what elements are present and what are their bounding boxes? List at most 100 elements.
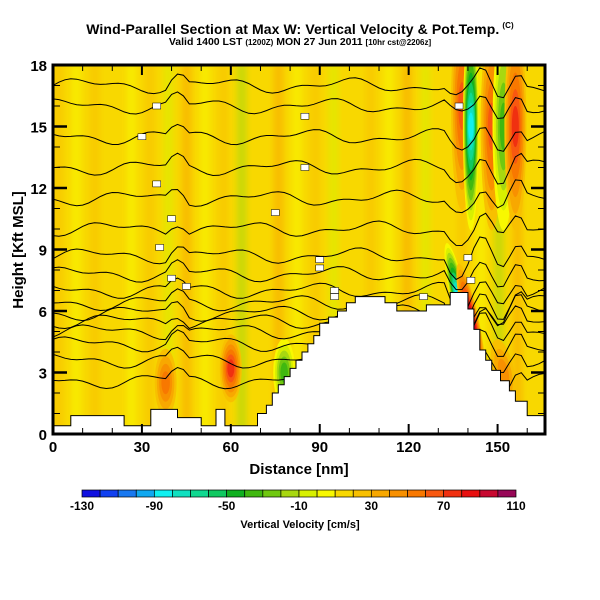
colorbar-segment [135, 489, 155, 498]
velocity-streak [236, 65, 247, 434]
contour-label-box [315, 264, 324, 272]
valid-time-utc: (1200Z) [245, 38, 274, 47]
colorbar-segment [226, 489, 246, 498]
contour-label-box [271, 209, 280, 216]
velocity-streak [457, 65, 468, 434]
colorbar-segment [479, 489, 499, 498]
x-tick-label: 0 [49, 439, 57, 456]
colorbar-segment [298, 489, 318, 498]
velocity-streak [328, 65, 339, 434]
colorbar-label: Vertical Velocity [cm/s] [240, 519, 360, 531]
x-tick-label: 120 [396, 439, 421, 456]
velocity-streak [291, 65, 302, 434]
colorbar-segment [443, 489, 463, 498]
y-tick-label: 12 [30, 181, 47, 198]
velocity-cell [468, 112, 474, 141]
contour-label-box [152, 180, 161, 188]
isentrope-line [53, 91, 545, 120]
colorbar-segment [461, 489, 481, 498]
x-tick-label: 150 [485, 439, 510, 456]
velocity-streak [438, 65, 449, 434]
contour-label-box [137, 133, 147, 140]
contour-label-box [152, 102, 161, 110]
isentrope-line [53, 212, 545, 247]
velocity-streak [402, 65, 413, 434]
y-axis-ticks: 0 3 6 9 12 15 18 [30, 58, 545, 444]
velocity-streak [126, 65, 137, 434]
colorbar-segment [153, 489, 173, 498]
valid-time-prefix: Valid 1400 LST [168, 36, 243, 48]
chart-title-text: Wind-Parallel Section at Max W: Vertical… [86, 21, 500, 37]
isentrope-line [53, 259, 545, 291]
colorbar-segment [370, 489, 390, 498]
colorbar-segment [497, 489, 517, 498]
colorbar-tick-label: -130 [70, 499, 94, 513]
velocity-streak [218, 65, 229, 434]
contour-label-box [466, 277, 476, 284]
colorbar-segment [81, 489, 101, 498]
isentrope-line [53, 152, 545, 185]
y-tick-label: 0 [39, 427, 47, 444]
contour-label-box [182, 283, 191, 290]
contour-label-box [300, 164, 310, 171]
colorbar-tick-label: -50 [218, 499, 236, 513]
velocity-streaks [53, 65, 541, 434]
y-tick-label: 6 [39, 304, 47, 321]
velocity-streak [420, 65, 431, 434]
colorbar-segment [172, 489, 191, 498]
colorbar-segment [190, 489, 209, 498]
plot-area [53, 58, 545, 434]
velocity-cell [511, 105, 519, 148]
colorbar-tick-label: 70 [437, 499, 451, 513]
colorbar-segment [99, 489, 119, 498]
colorbar-segment [352, 489, 372, 498]
valid-date: MON 27 Jun 2011 [276, 36, 363, 48]
velocity-cell [227, 359, 235, 378]
velocity-streak [494, 65, 505, 434]
velocity-streak [512, 65, 523, 434]
velocity-streak [108, 65, 119, 434]
velocity-streak [89, 65, 100, 434]
contour-label-box [330, 287, 339, 294]
colorbar-tick-label: 30 [365, 499, 379, 513]
y-tick-label: 9 [39, 243, 47, 260]
contour-label-box [167, 215, 176, 222]
y-tick-label: 18 [30, 58, 47, 75]
velocity-streak [144, 65, 155, 434]
velocity-streak [383, 65, 394, 434]
velocity-streak [163, 65, 174, 434]
colorbar-ticks: -130 -90 -50 -10 30 70 110 [70, 499, 526, 513]
x-tick-label: 60 [222, 439, 239, 456]
velocity-streak [255, 65, 266, 434]
x-tick-label: 90 [311, 439, 328, 456]
x-axis-label: Distance [nm] [249, 461, 348, 478]
contour-label-box [454, 102, 464, 110]
isentrope-line [53, 236, 545, 281]
contour-label-box [300, 113, 310, 120]
valid-time-line: Valid 1400 LST (1200Z) MON 27 Jun 2011 [… [0, 36, 600, 48]
isentrope-line [53, 179, 545, 214]
contour-label-box [419, 293, 428, 300]
isentrope-line [53, 123, 545, 152]
contour-label-box [330, 293, 339, 300]
y-tick-label: 3 [39, 366, 47, 383]
colorbar-segment [407, 489, 426, 498]
y-axis-label: Height [Kft MSL] [10, 191, 27, 308]
colorbar-tick-label: -90 [146, 499, 164, 513]
colorbar-segment [280, 489, 300, 498]
copyright-mark: (C) [502, 21, 514, 30]
colorbar-segment [316, 489, 336, 498]
run-info: [10hr cst@2206z] [365, 38, 432, 47]
velocity-cell [161, 371, 170, 395]
colorbar-tick-label: 110 [506, 499, 526, 513]
colorbar-segment [208, 489, 228, 498]
velocity-streak [200, 65, 211, 434]
colorbar-segment [244, 489, 264, 498]
colorbar-segment [334, 489, 354, 498]
contour-label-box [463, 254, 473, 261]
contour-label-box [449, 58, 457, 64]
isentrope-line [53, 67, 545, 99]
colorbar-segment [425, 489, 445, 498]
velocity-streak [310, 65, 321, 434]
